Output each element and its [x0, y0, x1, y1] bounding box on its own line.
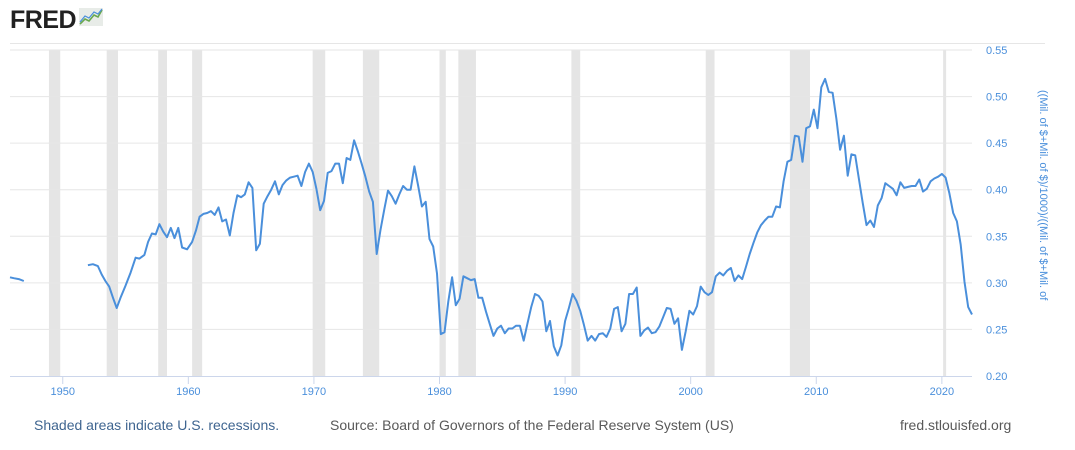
x-tick-label: 1950 [51, 386, 75, 398]
recession-band [192, 50, 203, 376]
y-tick-label: 0.25 [986, 324, 1007, 336]
y-axis-labels: 0.20 0.25 0.30 0.35 0.40 0.45 0.50 0.55 [986, 45, 1007, 383]
recession-band [158, 50, 167, 376]
x-tick-label: 1980 [427, 386, 451, 398]
x-tick-label: 1990 [553, 386, 577, 398]
recession-band [362, 50, 380, 376]
logo-text: FRED [10, 6, 77, 34]
recession-band [789, 50, 810, 376]
recession-band [571, 50, 581, 376]
x-tick-label: 1970 [302, 386, 326, 398]
fred-logo[interactable]: FRED [10, 6, 104, 34]
recession-note: Shaded areas indicate U.S. recessions. [34, 417, 280, 433]
series-line [9, 276, 25, 282]
recession-band [106, 50, 119, 376]
header-divider [10, 43, 1045, 44]
y-tick-label: 0.30 [986, 278, 1007, 290]
y-tick-label: 0.50 [986, 92, 1007, 104]
recession-band [439, 50, 446, 376]
line-chart: 1950 1960 1970 1980 1990 2000 2010 2020 0.200.2… [9, 45, 1049, 398]
y-tick-label: 0.40 [986, 185, 1007, 197]
data-series [9, 77, 973, 357]
y-tick-label: 0.35 [986, 231, 1007, 243]
recession-band [705, 50, 715, 376]
x-tick-label: 1960 [176, 386, 200, 398]
recession-band [48, 50, 61, 376]
x-tick-label: 2010 [804, 386, 828, 398]
recession-bands [48, 50, 947, 376]
y-tick-label: 0.45 [986, 138, 1007, 150]
y-axis-title: ((Mil. of $+Mil. of $)/1000)/((Mil. of $… [1037, 90, 1049, 301]
source-citation: Source: Board of Governors of the Federa… [330, 417, 734, 433]
x-tick-label: 2020 [930, 386, 954, 398]
y-tick-label: 0.55 [986, 45, 1007, 57]
x-tick-label: 2000 [678, 386, 702, 398]
gridlines [10, 49, 972, 330]
site-link[interactable]: fred.stlouisfed.org [900, 417, 1012, 433]
series-line [87, 77, 973, 357]
recession-band [458, 50, 476, 376]
line-chart-icon [79, 8, 104, 31]
x-axis: 1950 1960 1970 1980 1990 2000 2010 2020 [10, 376, 972, 398]
y-tick-label: 0.20 [986, 371, 1007, 383]
recession-band [943, 50, 947, 376]
recession-band [312, 50, 326, 376]
